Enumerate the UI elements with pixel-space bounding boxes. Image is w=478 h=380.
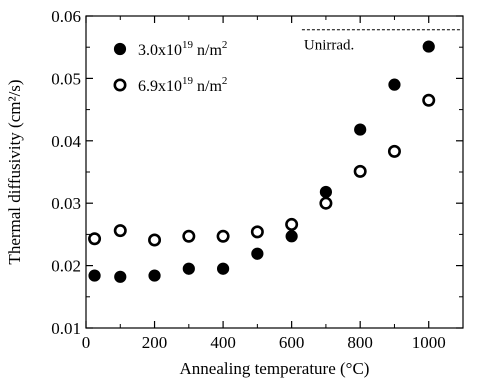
filled-point xyxy=(182,262,195,275)
x-tick-label: 600 xyxy=(279,333,305,352)
open-point xyxy=(353,164,367,178)
open-point xyxy=(182,229,196,243)
open-point xyxy=(285,217,299,231)
y-tick-label: 0.01 xyxy=(51,319,81,338)
x-tick-label: 1000 xyxy=(412,333,446,352)
filled-point xyxy=(388,78,401,91)
y-tick-label: 0.03 xyxy=(51,194,81,213)
x-axis-label: Annealing temperature (°C) xyxy=(180,359,370,378)
tick-labels: 0 200 400 600 800 1000 0.01 0.02 0.03 0.04 0.05 0.0… xyxy=(51,7,445,352)
filled-point xyxy=(285,230,298,243)
y-tick-label: 0.06 xyxy=(51,7,81,26)
open-point xyxy=(319,196,333,210)
x-tick-label: 200 xyxy=(142,333,168,352)
legend-open-marker xyxy=(113,78,127,92)
filled-point xyxy=(251,247,264,260)
filled-point xyxy=(354,123,367,136)
open-point xyxy=(422,93,436,107)
filled-point xyxy=(422,40,435,53)
filled-point xyxy=(148,269,161,282)
axis-ticks xyxy=(85,15,463,329)
open-point xyxy=(387,144,401,158)
unirradiated-reference: Unirrad. xyxy=(301,29,462,54)
open-point xyxy=(148,233,162,247)
filled-point xyxy=(319,185,333,199)
filled-point xyxy=(114,270,127,283)
y-axis-label: Thermal diffusivity (cm²/s) xyxy=(5,79,24,264)
legend: 3.0x1019 n/m2 6.9x1019 n/m2 xyxy=(113,39,227,95)
y-tick-label: 0.05 xyxy=(51,69,81,88)
y-tick-label: 0.02 xyxy=(51,257,81,276)
open-point xyxy=(250,225,264,239)
x-tick-label: 400 xyxy=(210,333,236,352)
reference-label: Unirrad. xyxy=(304,38,354,54)
filled-point xyxy=(216,262,230,275)
open-point xyxy=(113,224,127,238)
y-tick-label: 0.04 xyxy=(51,132,81,151)
legend-label: 6.9x1019 n/m2 xyxy=(138,75,227,95)
legend-label: 3.0x1019 n/m2 xyxy=(138,39,227,59)
data-points xyxy=(88,40,436,283)
open-point xyxy=(88,232,102,246)
open-point xyxy=(216,229,230,243)
filled-point xyxy=(88,269,101,282)
x-tick-label: 0 xyxy=(82,333,91,352)
legend-filled-marker xyxy=(113,42,127,56)
x-tick-label: 800 xyxy=(347,333,373,352)
plot-frame xyxy=(85,15,464,329)
